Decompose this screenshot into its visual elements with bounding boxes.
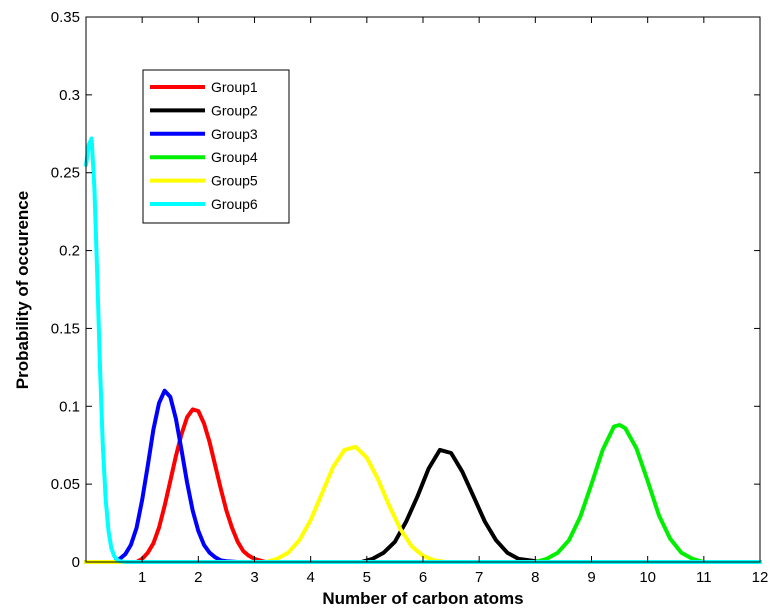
y-tick-label: 0.25 xyxy=(51,165,80,182)
x-axis-ticks: 1 2 3 4 5 6 7 8 9 10 11 12 xyxy=(138,17,768,586)
legend-label: Group5 xyxy=(211,173,258,189)
y-tick-label: 0.05 xyxy=(51,476,80,493)
y-tick-label: 0.2 xyxy=(59,243,80,260)
legend-label: Group2 xyxy=(211,102,258,118)
y-tick-label: 0.1 xyxy=(59,398,80,415)
x-tick-label: 5 xyxy=(363,569,371,586)
legend-label: Group3 xyxy=(211,126,258,142)
x-tick-label: 11 xyxy=(696,569,712,586)
y-tick-label: 0.15 xyxy=(51,320,80,337)
x-tick-label: 8 xyxy=(531,569,539,586)
legend-label: Group6 xyxy=(211,196,258,212)
x-tick-label: 9 xyxy=(587,569,595,586)
series-line-group4 xyxy=(84,423,762,564)
y-tick-label: 0.3 xyxy=(59,87,80,104)
x-axis-title: Number of carbon atoms xyxy=(322,589,523,608)
x-tick-label: 7 xyxy=(475,569,483,586)
legend-label: Group1 xyxy=(211,79,258,95)
x-tick-label: 10 xyxy=(639,569,656,586)
y-tick-label: 0.35 xyxy=(51,9,80,26)
legend: Group1 Group2 Group3 Group4 Group5 Group6 xyxy=(142,69,290,224)
x-tick-label: 6 xyxy=(419,569,427,586)
legend-box xyxy=(142,69,290,224)
series-line-group5 xyxy=(84,444,762,564)
series-line-group3 xyxy=(84,388,762,564)
legend-label: Group4 xyxy=(211,149,258,165)
y-axis-title: Probability of occurence xyxy=(13,191,32,389)
x-tick-label: 3 xyxy=(250,569,258,586)
y-axis-ticks: 0 0.05 0.1 0.15 0.2 0.25 0.3 0.35 xyxy=(51,9,760,571)
series-line-group2 xyxy=(84,447,762,564)
x-tick-label: 1 xyxy=(138,569,146,586)
series-line-group1 xyxy=(84,407,762,564)
x-tick-label: 2 xyxy=(194,569,202,586)
x-tick-label: 12 xyxy=(752,569,769,586)
x-tick-label: 4 xyxy=(306,569,314,586)
y-tick-label: 0 xyxy=(72,554,80,571)
